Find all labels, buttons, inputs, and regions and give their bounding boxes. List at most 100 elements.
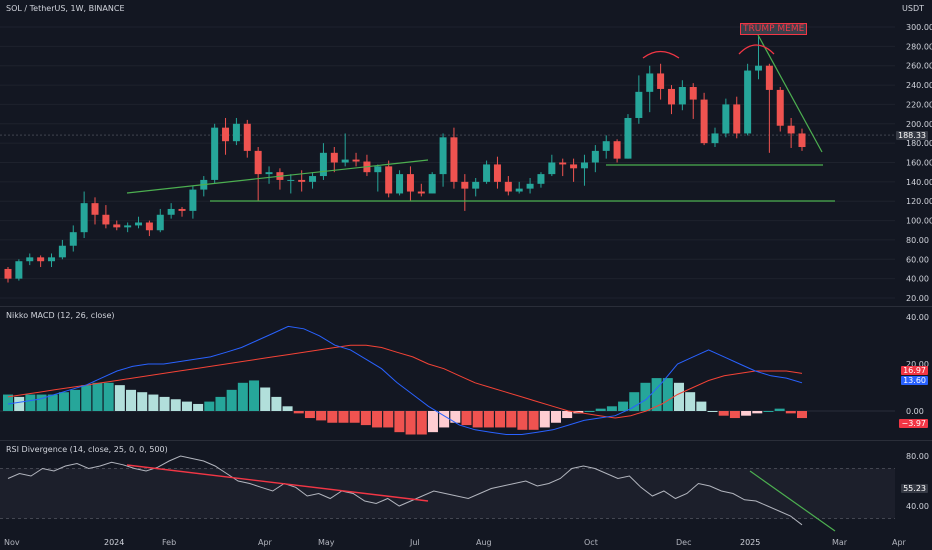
candle-body — [341, 159, 349, 163]
candle-body — [222, 127, 230, 142]
candle-body — [428, 174, 436, 194]
macd-histogram-bar — [394, 411, 405, 433]
rsi-title: RSI Divergence (14, close, 25, 0, 0, 500… — [6, 445, 168, 454]
candle-body — [689, 87, 697, 100]
candle-body — [776, 89, 784, 126]
macd-histogram-bar — [472, 411, 483, 428]
candle-body — [754, 65, 762, 71]
macd-chart[interactable]: 40.00 20.00 0.00 — [0, 307, 932, 440]
rsi-value-tag: 55.23 — [901, 484, 928, 493]
trump-meme-annotation[interactable]: TRUMP MEME — [740, 23, 808, 35]
candle-body — [624, 117, 632, 159]
candle-body — [15, 261, 23, 279]
price-tick-label: 260.00 — [906, 62, 932, 71]
macd-histogram-bar — [662, 378, 673, 411]
rsi-tick-label: 80.00 — [906, 452, 929, 461]
candle-body — [80, 203, 88, 233]
macd-histogram-bar — [707, 411, 718, 412]
time-axis-label: May — [318, 538, 335, 547]
candle-body — [287, 179, 295, 181]
candlestick-chart[interactable]: 300.00 280.00 260.00 240.00 220.00 200.00 180.… — [0, 0, 932, 305]
time-axis-label: Apr — [258, 538, 272, 547]
macd-histogram-bar — [360, 411, 371, 426]
macd-tick-label: 20.00 — [906, 360, 929, 369]
macd-histogram-bar — [126, 389, 137, 411]
macd-histogram-bar — [618, 401, 629, 411]
candle-body — [396, 174, 404, 194]
time-axis-label: Nov — [4, 538, 20, 547]
candle-body — [178, 208, 186, 211]
macd-histogram-bar — [629, 392, 640, 411]
candle-body — [439, 137, 447, 175]
macd-histogram-bar — [204, 401, 215, 411]
time-axis-label: Mar — [832, 538, 848, 547]
macd-histogram-bar — [338, 411, 349, 423]
candle-body — [722, 104, 730, 134]
time-axis[interactable]: Nov 2024 Feb Apr May Jul Aug Oct Dec 2025 Mar Apr — [0, 536, 932, 550]
price-pane[interactable]: 300.00 280.00 260.00 240.00 220.00 200.00 180.… — [0, 0, 932, 305]
candle-body — [461, 181, 469, 189]
macd-tick-label: 40.00 — [906, 313, 929, 322]
macd-histogram-bar — [193, 403, 204, 411]
macd-histogram-bar — [383, 411, 394, 428]
time-axis-label: Dec — [676, 538, 692, 547]
candle-body — [102, 214, 110, 225]
rsi-chart[interactable]: 80.00 40.00 — [0, 441, 932, 536]
macd-histogram-bar — [81, 385, 92, 411]
candle-body — [787, 125, 795, 134]
candle-body — [189, 189, 197, 211]
candle-body — [243, 123, 251, 151]
macd-histogram-bar — [58, 392, 69, 411]
candle-body — [483, 164, 491, 182]
macd-histogram-bar — [427, 411, 438, 433]
candle-body — [4, 268, 12, 279]
candle-body — [232, 123, 240, 142]
macd-histogram-bar — [181, 401, 192, 411]
macd-histogram-bar — [159, 396, 170, 411]
candle-body — [374, 166, 382, 173]
macd-histogram-bar — [327, 411, 338, 423]
macd-histogram-bar — [718, 411, 729, 416]
candle-body — [570, 164, 578, 169]
rsi-line — [7, 455, 803, 526]
candle-body — [591, 150, 599, 163]
macd-histogram-bar — [528, 411, 539, 430]
macd-histogram-bar — [103, 382, 114, 411]
candle-body — [765, 65, 773, 90]
candle-body — [254, 150, 262, 175]
macd-pane[interactable]: 40.00 20.00 0.00 Nikko MACD (12, 26, close… — [0, 306, 932, 440]
price-tick-label: 180.00 — [906, 139, 932, 148]
rsi-descending-line — [749, 470, 836, 532]
time-axis-label: 2024 — [104, 538, 125, 547]
candle-body — [156, 214, 164, 231]
candle-body — [678, 87, 686, 105]
candle-body — [613, 141, 621, 159]
candle-body — [798, 133, 806, 148]
macd-histogram-bar — [741, 411, 752, 416]
right-head-arc — [738, 44, 775, 55]
time-axis-label: Jul — [410, 538, 420, 547]
candle-body — [330, 152, 338, 163]
macd-histogram-bar — [372, 411, 383, 428]
rsi-pane[interactable]: 80.00 40.00 RSI Divergence (14, close, 25… — [0, 440, 932, 536]
time-axis-label: Aug — [476, 538, 492, 547]
macd-histogram-bar — [685, 392, 696, 411]
macd-histogram-bar — [729, 411, 740, 419]
macd-histogram-bar — [226, 389, 237, 411]
macd-histogram-bar — [170, 399, 181, 411]
macd-histogram-bar — [483, 411, 494, 428]
macd-histogram-bar — [517, 411, 528, 430]
candle-body — [493, 164, 501, 182]
rsi-tick-label: 40.00 — [906, 502, 929, 511]
macd-histogram-bar — [114, 385, 125, 411]
candle-body — [580, 162, 588, 169]
candle-body — [135, 222, 143, 226]
price-tick-label: 300.00 — [906, 23, 932, 32]
candle-body — [700, 99, 708, 144]
macd-histogram-bar — [215, 396, 226, 411]
price-tick-label: 80.00 — [906, 236, 929, 245]
macd-histogram-bar — [249, 380, 260, 411]
macd-signal-line — [7, 344, 803, 419]
macd-histogram-bar — [25, 394, 36, 411]
current-price-tag: 188.33 — [896, 131, 928, 140]
